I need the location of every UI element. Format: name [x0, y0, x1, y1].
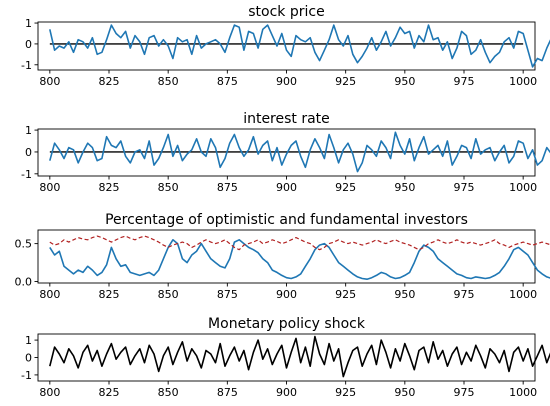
x-tick-label: 875	[217, 386, 238, 399]
x-tick-label: 900	[276, 181, 297, 194]
chart-title-3: Percentage of optimistic and fundamental…	[105, 212, 468, 228]
y-tick-label: -1	[21, 168, 32, 181]
y-tick-label: 0.0	[15, 275, 33, 288]
x-tick-label: 975	[454, 181, 475, 194]
x-tick-label: 925	[335, 288, 356, 301]
y-tick-label: -1	[21, 59, 32, 72]
axes-frame-1	[37, 21, 536, 71]
x-tick-label: 850	[158, 181, 179, 194]
series-line-4-1	[49, 335, 550, 378]
x-tick-label: 1000	[509, 181, 537, 194]
y-tick-label: 1	[25, 17, 32, 30]
x-tick-label: 800	[39, 75, 60, 88]
x-tick-label: 825	[99, 386, 120, 399]
series-line-1-1	[49, 24, 550, 68]
x-tick-label: 800	[39, 386, 60, 399]
x-tick-label: 825	[99, 75, 120, 88]
y-tick-label: 0.5	[15, 238, 33, 251]
x-tick-label: 825	[99, 181, 120, 194]
chart-title-1: stock price	[248, 4, 324, 20]
x-tick-label: 850	[158, 386, 179, 399]
x-tick-label: 850	[158, 75, 179, 88]
series-line-3-2	[49, 235, 550, 251]
series-line-2-1	[49, 131, 550, 173]
y-tick-label: 1	[25, 124, 32, 137]
x-tick-label: 950	[394, 181, 415, 194]
x-tick-label: 950	[394, 386, 415, 399]
x-tick-label: 825	[99, 288, 120, 301]
x-tick-label: 925	[335, 181, 356, 194]
series-line-3-1	[49, 239, 550, 281]
x-tick-label: 875	[217, 181, 238, 194]
x-tick-label: 925	[335, 75, 356, 88]
chart-title-4: Monetary policy shock	[208, 316, 366, 332]
x-tick-label: 975	[454, 75, 475, 88]
x-tick-label: 900	[276, 386, 297, 399]
x-tick-label: 1000	[509, 386, 537, 399]
x-tick-label: 975	[454, 386, 475, 399]
y-tick-label: -1	[21, 369, 32, 382]
y-tick-label: 0	[25, 352, 32, 365]
x-tick-label: 975	[454, 288, 475, 301]
x-tick-label: 800	[39, 288, 60, 301]
x-tick-label: 925	[335, 386, 356, 399]
x-tick-label: 1000	[509, 288, 537, 301]
x-tick-label: 900	[276, 288, 297, 301]
x-tick-label: 850	[158, 288, 179, 301]
x-tick-label: 1000	[509, 75, 537, 88]
x-tick-label: 875	[217, 288, 238, 301]
x-tick-label: 800	[39, 181, 60, 194]
x-tick-label: 900	[276, 75, 297, 88]
x-tick-label: 950	[394, 75, 415, 88]
y-tick-label: 0	[25, 38, 32, 51]
chart-title-2: interest rate	[243, 111, 330, 127]
y-tick-label: 0	[25, 146, 32, 159]
x-tick-label: 950	[394, 288, 415, 301]
y-tick-label: 1	[25, 334, 32, 347]
x-tick-label: 875	[217, 75, 238, 88]
